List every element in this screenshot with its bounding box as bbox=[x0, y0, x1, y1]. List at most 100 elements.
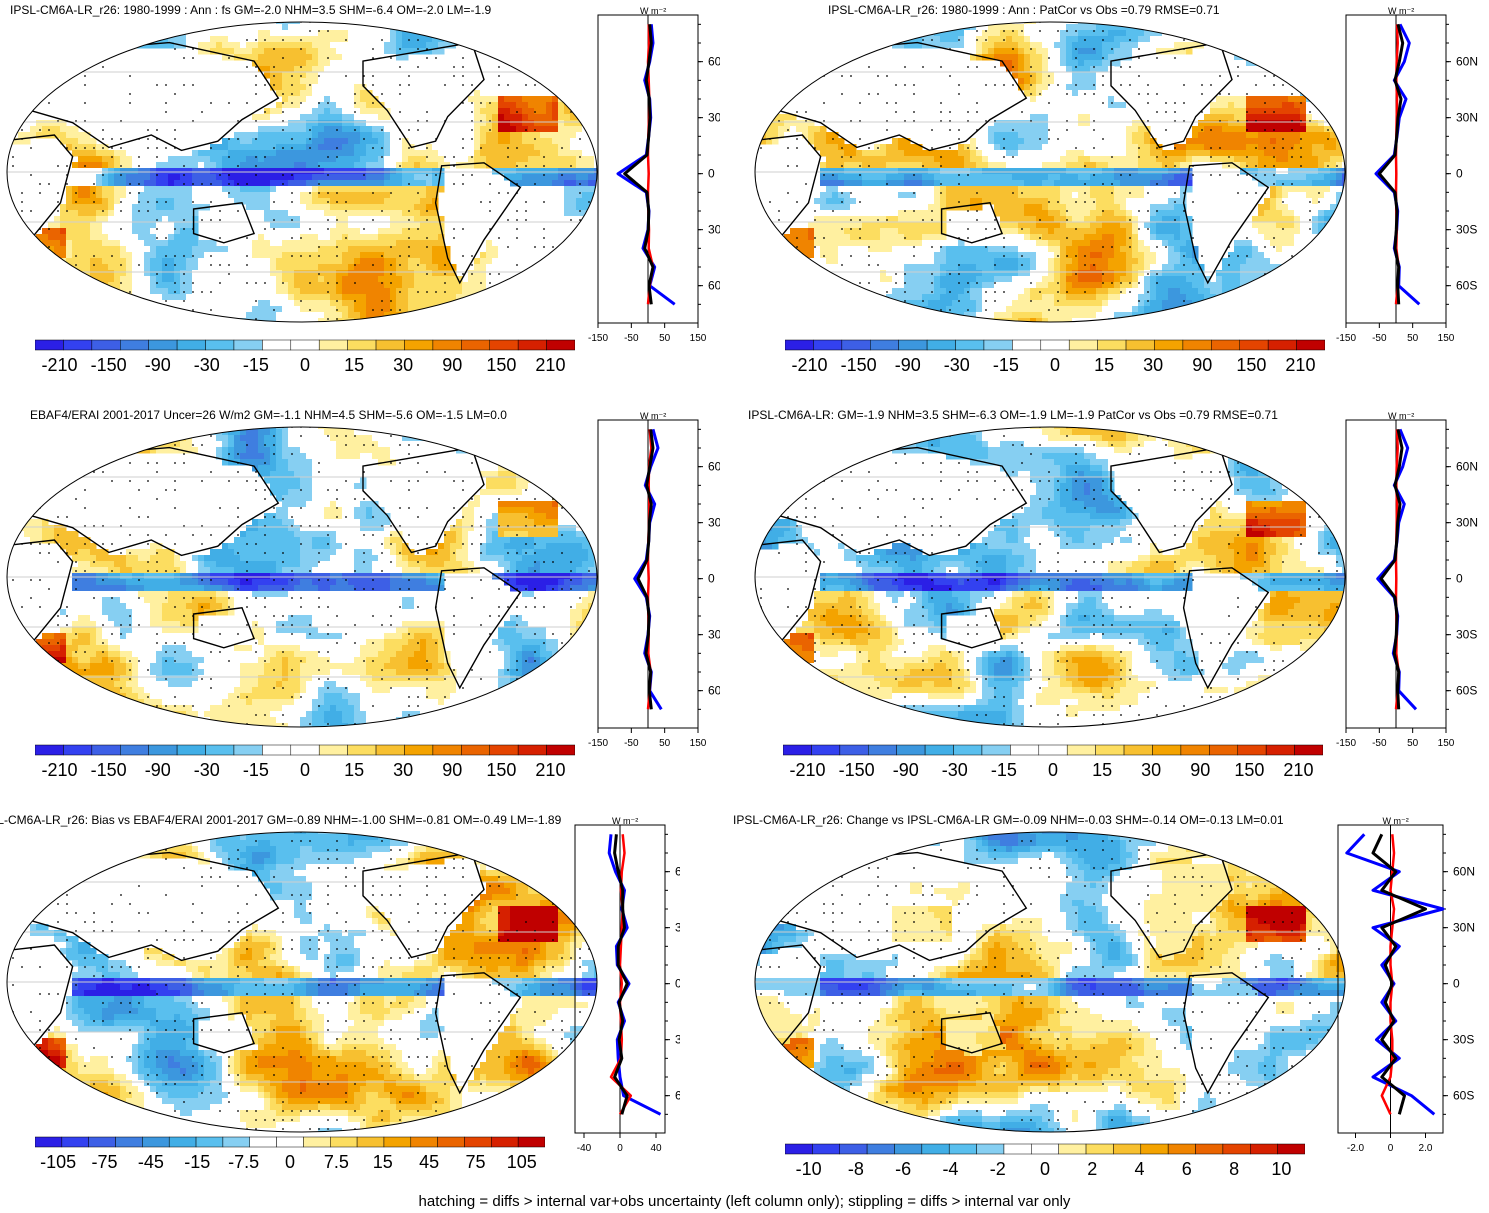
colorbar-box bbox=[142, 1136, 170, 1148]
colorbar-box bbox=[1140, 1143, 1169, 1155]
x-tick-label: -150 bbox=[1336, 738, 1356, 749]
colorbar-box bbox=[1294, 744, 1323, 756]
colorbar-box bbox=[1012, 339, 1042, 351]
colorbar-box bbox=[318, 744, 348, 756]
lat-tick-label: 60S bbox=[1456, 279, 1477, 293]
colorbar-1: -210 -150 -90 -30 -15 0 15 30 90 150 210 bbox=[35, 339, 575, 375]
profile-unit-label: W m⁻² bbox=[640, 6, 666, 16]
colorbar-label: 150 bbox=[1236, 355, 1266, 375]
field bbox=[7, 427, 597, 727]
colorbar-box bbox=[88, 1136, 116, 1148]
colorbar-label: -210 bbox=[792, 355, 828, 375]
panel-2-title: IPSL-CM6A-LR_r26: 1980-1999 : Ann : PatC… bbox=[828, 3, 1220, 17]
profile-unit-label: W m⁻² bbox=[1383, 816, 1409, 826]
colorbar-box bbox=[1167, 1143, 1196, 1155]
map-4 bbox=[754, 426, 1346, 728]
lat-tick-label: 30N bbox=[1453, 921, 1475, 935]
panel-2: IPSL-CM6A-LR_r26: 1980-1999 : Ann : PatC… bbox=[748, 0, 1489, 380]
x-tick-label: -2.0 bbox=[1347, 1143, 1365, 1154]
colorbar-box bbox=[1296, 339, 1325, 351]
x-tick-label: 50 bbox=[659, 333, 671, 344]
x-tick-label: 40 bbox=[650, 1143, 662, 1154]
lat-tick-label: 60N bbox=[708, 460, 720, 474]
colorbar-box bbox=[489, 744, 519, 756]
colorbar-box bbox=[205, 339, 235, 351]
colorbar-label: 90 bbox=[442, 355, 462, 375]
lat-tick-label: 60S bbox=[1453, 1089, 1474, 1103]
colorbar-label: -210 bbox=[42, 760, 78, 780]
x-tick-label: -50 bbox=[1372, 333, 1387, 344]
lat-tick-label: 60S bbox=[708, 279, 720, 293]
lat-tick-label: 30S bbox=[1456, 223, 1477, 237]
lat-tick-label: 60S bbox=[708, 684, 720, 698]
colorbar-box bbox=[1211, 339, 1240, 351]
x-tick-label: 2.0 bbox=[1419, 1143, 1433, 1154]
colorbar-box bbox=[1058, 1143, 1087, 1155]
profile-4: W m⁻² 60N 30N 0 30S 60S -150 -50 50 150 bbox=[1336, 411, 1478, 749]
colorbar-label: -90 bbox=[145, 355, 171, 375]
series-mean bbox=[623, 24, 655, 305]
field bbox=[755, 22, 1345, 322]
x-tick-label: -50 bbox=[624, 738, 639, 749]
panel-4-title: IPSL-CM6A-LR: GM=-1.9 NHM=3.5 SHM=-6.3 O… bbox=[748, 408, 1278, 422]
colorbar-label: 0 bbox=[300, 355, 310, 375]
colorbar-label: 4 bbox=[1135, 1159, 1145, 1179]
lat-tick-label: 60N bbox=[1456, 55, 1478, 69]
field bbox=[7, 832, 597, 1132]
series-mean bbox=[636, 429, 655, 710]
colorbar-label: -10 bbox=[796, 1159, 822, 1179]
colorbar-box bbox=[1209, 744, 1238, 756]
colorbar-label: 30 bbox=[393, 355, 413, 375]
colorbar-box bbox=[839, 744, 869, 756]
colorbar-box bbox=[546, 339, 575, 351]
colorbar-box bbox=[898, 339, 928, 351]
colorbar-box bbox=[785, 339, 814, 351]
colorbar-box bbox=[813, 339, 843, 351]
colorbar-box bbox=[517, 1136, 545, 1148]
series-mean bbox=[1377, 23, 1405, 305]
colorbar-label: 6 bbox=[1182, 1159, 1192, 1179]
colorbar-box bbox=[464, 1136, 492, 1148]
colorbar-box bbox=[91, 339, 121, 351]
colorbar-box bbox=[1068, 339, 1098, 351]
colorbar-box bbox=[921, 1143, 950, 1155]
lat-tick-label: 60N bbox=[708, 55, 720, 69]
lat-tick-label: 60S bbox=[1456, 684, 1477, 698]
colorbar-label: 210 bbox=[1283, 760, 1313, 780]
colorbar-box bbox=[924, 744, 954, 756]
colorbar-box bbox=[404, 744, 434, 756]
colorbar-box bbox=[489, 339, 519, 351]
colorbar-label: 0 bbox=[300, 760, 310, 780]
colorbar-label: -30 bbox=[944, 355, 970, 375]
profile-3: W m⁻² 60N 30N 0 30S 60S -150 -50 50 150 bbox=[588, 411, 720, 749]
x-tick-label: 150 bbox=[1438, 333, 1455, 344]
colorbar-box bbox=[375, 339, 405, 351]
map-border bbox=[6, 426, 598, 728]
colorbar-box bbox=[953, 744, 983, 756]
lat-tick-label: 60N bbox=[1456, 460, 1478, 474]
colorbar-box bbox=[432, 339, 462, 351]
colorbar-box bbox=[812, 1143, 840, 1155]
colorbar-label: 150 bbox=[1234, 760, 1264, 780]
colorbar-label: 10 bbox=[1271, 1159, 1291, 1179]
lat-tick-label: 30S bbox=[1456, 628, 1477, 642]
colorbar-box bbox=[981, 744, 1011, 756]
colorbar-box bbox=[120, 744, 149, 756]
lat-tick-label: 30N bbox=[1456, 111, 1478, 125]
colorbar-box bbox=[195, 1136, 224, 1148]
panel-6: IPSL-CM6A-LR_r26: Change vs IPSL-CM6A-LR… bbox=[733, 810, 1489, 1190]
colorbar-box bbox=[1277, 1143, 1305, 1155]
x-tick-label: -150 bbox=[1336, 333, 1356, 344]
colorbar-label: 90 bbox=[1190, 760, 1210, 780]
x-tick-label: 0 bbox=[617, 1143, 623, 1154]
lat-tick-label: 30N bbox=[708, 111, 720, 125]
colorbar-box bbox=[461, 744, 490, 756]
colorbar-label: 15 bbox=[344, 760, 364, 780]
colorbar-box bbox=[176, 339, 206, 351]
colorbar-box bbox=[1222, 1143, 1251, 1155]
profile-5: W m⁻² 60N 30N 0 30S 60S -40 0 40 bbox=[574, 816, 680, 1154]
colorbar-6: -10 -8 -6 -4 -2 0 2 4 6 8 10 bbox=[785, 1143, 1305, 1179]
panel-1-title: IPSL-CM6A-LR_r26: 1980-1999 : Ann : fs G… bbox=[10, 3, 491, 17]
colorbar-box bbox=[1180, 744, 1210, 756]
colorbar-box bbox=[1003, 1143, 1032, 1155]
